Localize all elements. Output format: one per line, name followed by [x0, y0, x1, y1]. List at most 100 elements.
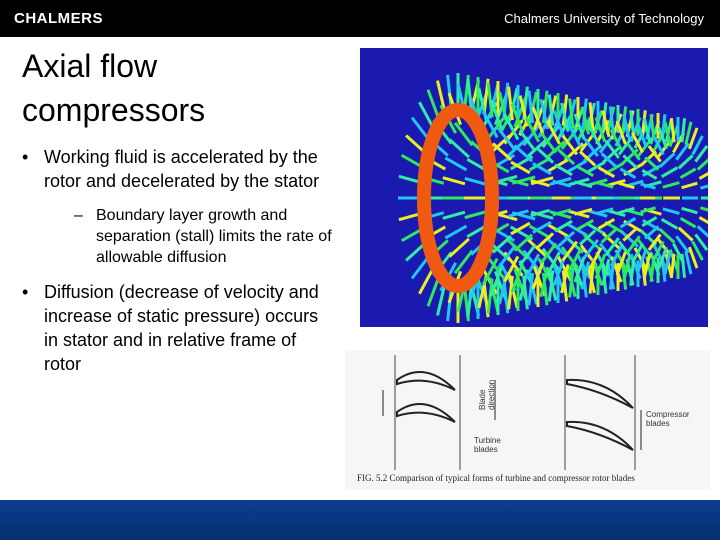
blade [597, 166, 616, 178]
blade [649, 114, 656, 140]
blade [679, 167, 697, 179]
blade [547, 158, 570, 173]
bullet-text: Working fluid is accelerated by the roto… [44, 147, 320, 191]
blade [575, 164, 594, 178]
blade [547, 223, 570, 238]
blade [545, 251, 561, 277]
blade [535, 232, 555, 250]
blade [626, 142, 641, 161]
blade [507, 86, 514, 121]
blade [662, 207, 680, 215]
blade [547, 270, 555, 302]
blade [608, 106, 615, 135]
blade [567, 249, 582, 274]
blade [481, 257, 499, 286]
blade [583, 137, 599, 158]
blade [510, 221, 531, 236]
blade [618, 181, 635, 190]
blade [636, 123, 648, 147]
blade [622, 154, 639, 170]
blade [608, 261, 615, 290]
blade [518, 244, 537, 267]
blade [640, 110, 647, 137]
blade [532, 220, 552, 234]
blade [601, 258, 611, 286]
figure-caption: FIG. 5.2 Comparison of typical forms of … [357, 473, 635, 483]
blade [698, 171, 708, 180]
blade [510, 160, 531, 175]
blade [684, 250, 693, 275]
blade [687, 246, 699, 269]
blade [530, 179, 551, 188]
blade [539, 266, 550, 298]
blade [453, 121, 474, 147]
blade [507, 275, 514, 310]
blade [583, 238, 599, 259]
university: Chalmers University of Technology [504, 11, 704, 26]
blade [573, 256, 586, 283]
footer-bar [0, 500, 720, 540]
blade [619, 167, 637, 179]
blade [561, 240, 579, 262]
sub-bullet: Boundary layer growth and separation (st… [44, 205, 332, 268]
blade [694, 233, 708, 251]
blade [524, 253, 541, 280]
blade [541, 124, 561, 149]
blade [524, 116, 541, 143]
blade [491, 235, 512, 254]
blade [557, 230, 576, 248]
blade [619, 217, 637, 229]
blade [486, 278, 494, 314]
blade [636, 249, 648, 273]
slide-title: Axial flow compressors [22, 48, 206, 128]
blade [622, 226, 639, 242]
blade [486, 82, 494, 118]
blade [513, 233, 534, 252]
compressor-image [360, 48, 708, 327]
blade [442, 210, 466, 220]
blade [539, 98, 550, 130]
blade [681, 206, 698, 215]
figure-bg [345, 350, 710, 490]
blade [658, 228, 676, 244]
blade [503, 113, 520, 141]
blade [660, 166, 679, 178]
blade [568, 267, 575, 298]
blade [604, 237, 620, 257]
turbine-blade [396, 371, 456, 391]
blade [615, 251, 627, 276]
blade [573, 113, 586, 140]
blade [640, 259, 647, 286]
blade [588, 126, 603, 149]
blade [609, 245, 624, 267]
blade [489, 99, 504, 131]
blade [532, 162, 552, 176]
blade [552, 179, 572, 188]
blade [675, 142, 690, 161]
blade [601, 110, 611, 138]
blade [560, 264, 570, 294]
blade [680, 118, 687, 143]
blade [588, 247, 603, 270]
blade [600, 152, 618, 168]
blade [518, 129, 537, 152]
blade [652, 240, 665, 261]
blade [513, 144, 534, 163]
blade [601, 146, 621, 164]
blade [464, 210, 487, 220]
blade [507, 239, 530, 260]
blade [580, 106, 591, 135]
blade [580, 261, 591, 290]
blade [649, 256, 656, 282]
blade [578, 150, 597, 167]
blade [700, 206, 708, 212]
blade [596, 181, 614, 189]
blade [554, 163, 573, 177]
blade [644, 156, 660, 171]
blade [691, 135, 704, 156]
blade [585, 160, 606, 175]
blade [640, 182, 656, 190]
blade [530, 208, 551, 217]
blade [448, 237, 470, 258]
blade [510, 103, 524, 133]
